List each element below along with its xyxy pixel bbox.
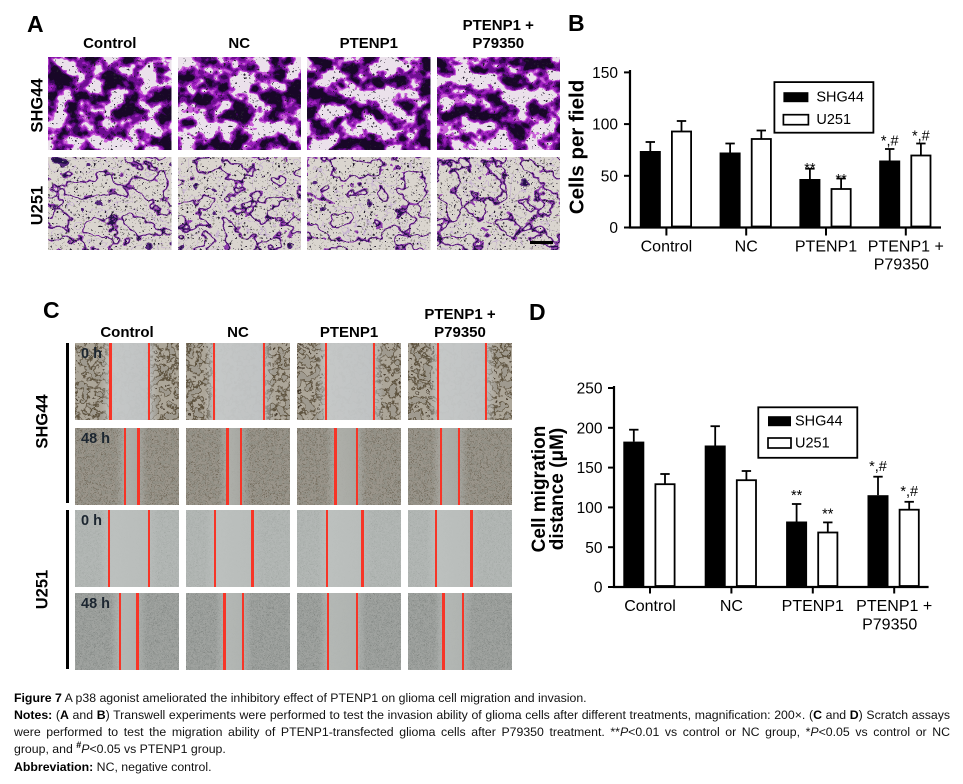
svg-text:PTENP1 +: PTENP1 +	[856, 598, 932, 615]
svg-text:*,#: *,#	[881, 134, 899, 150]
svg-text:*,#: *,#	[900, 484, 918, 500]
svg-text:**: **	[835, 172, 847, 188]
svg-text:150: 150	[577, 460, 603, 477]
svg-text:Cells per field: Cells per field	[566, 80, 589, 214]
svg-text:distance (μM): distance (μM)	[547, 428, 568, 550]
svg-text:0: 0	[609, 220, 618, 237]
svg-text:0: 0	[594, 580, 603, 597]
svg-text:50: 50	[585, 540, 603, 557]
svg-text:**: **	[822, 507, 834, 523]
svg-text:PTENP1: PTENP1	[782, 598, 844, 615]
svg-text:U251: U251	[795, 435, 830, 451]
svg-text:100: 100	[577, 500, 603, 517]
svg-text:P79350: P79350	[862, 617, 917, 634]
svg-text:PTENP1 +: PTENP1 +	[868, 239, 944, 256]
svg-text:250: 250	[577, 381, 603, 398]
svg-text:Control: Control	[641, 239, 693, 256]
svg-text:U251: U251	[816, 112, 851, 128]
svg-text:Cell migration: Cell migration	[529, 426, 550, 553]
svg-text:*,#: *,#	[912, 129, 930, 145]
svg-text:**: **	[804, 161, 816, 177]
svg-text:200: 200	[577, 420, 603, 437]
svg-text:50: 50	[601, 168, 619, 185]
svg-text:Control: Control	[624, 598, 676, 615]
svg-text:P79350: P79350	[874, 257, 929, 274]
svg-text:150: 150	[592, 65, 618, 82]
svg-text:**: **	[791, 488, 803, 504]
svg-text:100: 100	[592, 117, 618, 134]
svg-text:NC: NC	[735, 239, 758, 256]
svg-text:SHG44: SHG44	[816, 90, 864, 106]
svg-text:*,#: *,#	[869, 459, 887, 475]
svg-text:SHG44: SHG44	[795, 414, 843, 430]
svg-text:NC: NC	[720, 598, 743, 615]
svg-text:PTENP1: PTENP1	[795, 239, 857, 256]
